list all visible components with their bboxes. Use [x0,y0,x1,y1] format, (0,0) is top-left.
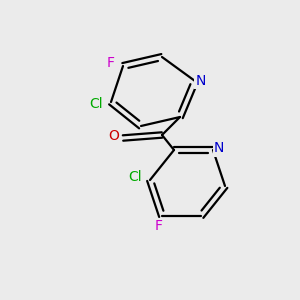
Text: N: N [195,74,206,88]
Text: Cl: Cl [89,97,103,110]
Text: Cl: Cl [128,170,142,184]
Text: O: O [109,130,119,143]
Text: N: N [214,142,224,155]
Text: F: F [106,56,114,70]
Text: F: F [155,220,163,233]
